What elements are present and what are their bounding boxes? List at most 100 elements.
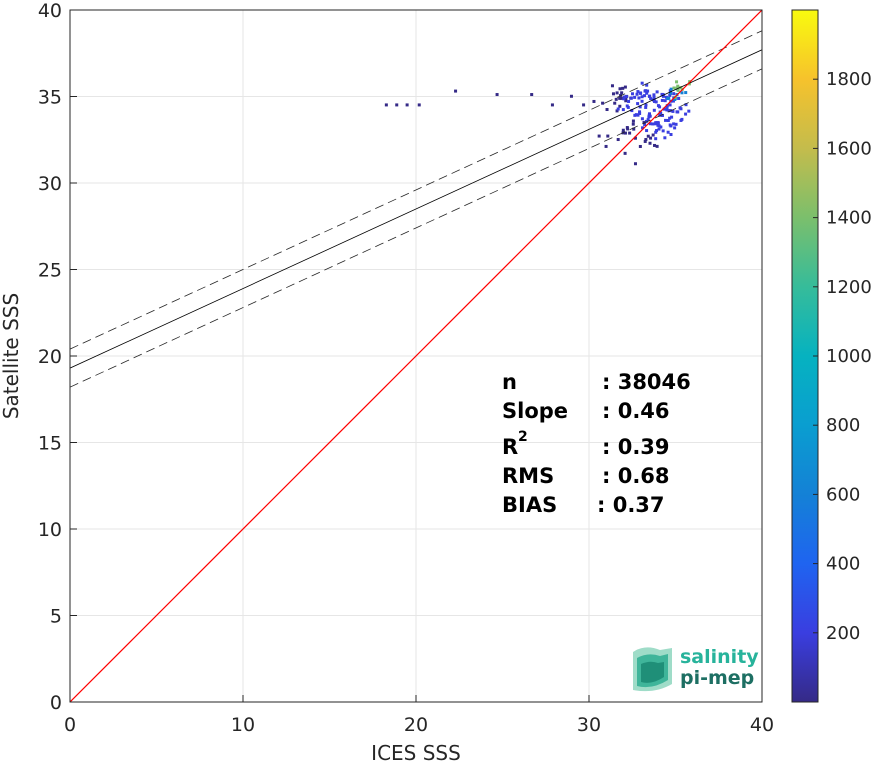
colorbar-tick-label: 200 <box>826 623 860 644</box>
density-bin <box>656 123 660 127</box>
density-bin <box>627 99 631 103</box>
density-bin <box>633 95 637 99</box>
x-tick-label: 30 <box>577 714 601 736</box>
colorbar-tick-label: 1000 <box>826 346 872 367</box>
density-bin <box>659 125 663 129</box>
x-axis-label: ICES SSS <box>371 741 461 764</box>
x-tick-label: 0 <box>64 714 76 736</box>
stat-r2-value: : 0.39 <box>602 435 670 459</box>
density-bin <box>656 104 660 108</box>
stat-n-label: n <box>502 370 517 394</box>
density-bin <box>661 93 665 97</box>
density-bin <box>628 131 632 135</box>
density-bin <box>647 115 651 119</box>
density-bin <box>648 122 652 126</box>
density-bin <box>660 113 664 117</box>
stat-slope-value: : 0.46 <box>602 399 670 423</box>
density-bin <box>621 128 625 132</box>
density-bin <box>610 84 614 88</box>
salinity-pi-mep-logo: salinity pi-mep <box>633 646 759 692</box>
density-bin <box>675 80 679 84</box>
density-bin <box>631 119 635 123</box>
density-bin <box>635 92 639 96</box>
density-bin <box>623 131 627 135</box>
colorbar-tick-label: 400 <box>826 554 860 575</box>
y-tick-label: 10 <box>38 519 62 541</box>
density-bin <box>623 95 627 99</box>
density-bin <box>655 129 659 133</box>
density-bin <box>616 107 620 111</box>
density-bin <box>679 107 683 111</box>
density-bin <box>668 93 672 97</box>
density-bin <box>633 162 637 166</box>
density-bin <box>623 151 627 155</box>
density-bin <box>647 94 651 98</box>
stat-r2-superscript: 2 <box>518 429 528 445</box>
density-bin <box>641 126 645 130</box>
density-bin <box>642 121 646 125</box>
density-bin <box>671 109 675 113</box>
density-bin <box>673 126 677 130</box>
x-axis-ticks: 0 10 20 30 40 <box>64 695 774 736</box>
density-bin <box>636 102 640 106</box>
density-bin <box>659 111 663 115</box>
density-bin <box>417 103 421 107</box>
density-bin <box>684 91 688 95</box>
y-tick-label: 30 <box>38 173 62 195</box>
y-tick-label: 15 <box>38 433 62 455</box>
colorbar-ticks: 200 400 600 800 1000 1200 1400 1600 1800 <box>813 69 872 644</box>
density-bin <box>633 113 637 117</box>
stat-rms-value: : 0.68 <box>602 464 670 488</box>
stat-bias-label: BIAS <box>502 493 557 517</box>
density-bin <box>655 90 659 94</box>
density-bin <box>652 95 656 99</box>
y-tick-label: 35 <box>38 87 62 109</box>
density-bin <box>675 86 679 90</box>
colorbar-tick-label: 1200 <box>826 277 872 298</box>
logo-wave-icon <box>633 647 672 692</box>
stat-slope-label: Slope <box>502 399 568 423</box>
density-bin <box>672 92 676 96</box>
density-bin <box>644 119 648 123</box>
density-bin <box>384 103 388 107</box>
density-bin <box>676 84 680 88</box>
density-bin <box>656 121 660 125</box>
density-bin <box>666 130 670 134</box>
density-bin <box>652 93 656 97</box>
density-bin <box>640 81 644 85</box>
density-bin <box>620 91 624 95</box>
density-bin <box>653 122 657 126</box>
density-bin <box>684 103 688 107</box>
density-bin <box>667 96 671 100</box>
density-bin <box>618 87 622 91</box>
density-bin <box>668 103 672 107</box>
fit-upper-dashed-line <box>70 30 762 350</box>
colorbar-tick-label: 1400 <box>826 208 872 229</box>
density-bin <box>624 99 628 103</box>
density-bin <box>648 141 652 145</box>
density-bin <box>674 122 678 126</box>
density-bin <box>658 113 662 117</box>
density-bin <box>605 108 609 112</box>
density-bin <box>597 134 601 138</box>
density-bin <box>454 89 458 93</box>
density-bin <box>623 85 627 89</box>
density-bin <box>606 134 610 138</box>
density-bin <box>647 113 651 117</box>
density-bin <box>601 101 605 105</box>
y-tick-label: 20 <box>38 346 62 368</box>
density-bin <box>614 97 618 101</box>
density-bin <box>630 92 634 96</box>
density-bin <box>661 94 665 98</box>
density-bin <box>395 103 399 107</box>
density-bin <box>687 109 691 113</box>
density-bin <box>679 86 683 90</box>
density-bin <box>632 127 636 131</box>
density-bin <box>633 136 637 140</box>
identity-line <box>70 10 762 702</box>
density-bin <box>626 127 630 131</box>
fit-lower-dashed-line <box>70 68 762 388</box>
density-bin <box>615 109 619 113</box>
density-bin <box>638 105 642 109</box>
